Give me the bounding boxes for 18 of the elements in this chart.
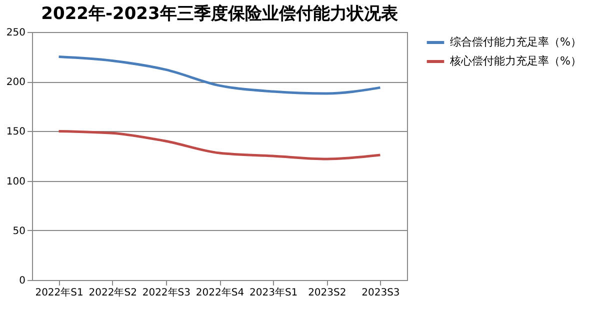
y-tick-label: 100 — [6, 176, 26, 188]
x-tick-label: 2023S2 — [308, 288, 346, 298]
x-tick-label: 2023年S1 — [249, 286, 298, 298]
y-tick-label: 0 — [19, 276, 26, 286]
x-tick-label: 2022年S4 — [196, 286, 244, 298]
x-tick-label: 2023S3 — [362, 288, 400, 298]
line-series — [58, 56, 382, 95]
y-tick-label: 200 — [6, 77, 26, 88]
chart-title: 2022年-2023年三季度保险业偿付能力状况表 — [41, 4, 399, 24]
legend-label: 核心偿付能力充足率（%） — [449, 54, 582, 68]
x-tick-label: 2022年S3 — [142, 286, 191, 298]
y-tick-label: 150 — [6, 126, 26, 138]
line-series — [58, 130, 382, 160]
y-tick-label: 250 — [6, 28, 26, 38]
y-tick-label: 50 — [12, 226, 26, 237]
x-tick-label: 2022年S1 — [35, 286, 84, 298]
x-tick-label: 2022年S2 — [88, 286, 137, 298]
legend-label: 综合偿付能力充足率（%） — [450, 36, 582, 48]
